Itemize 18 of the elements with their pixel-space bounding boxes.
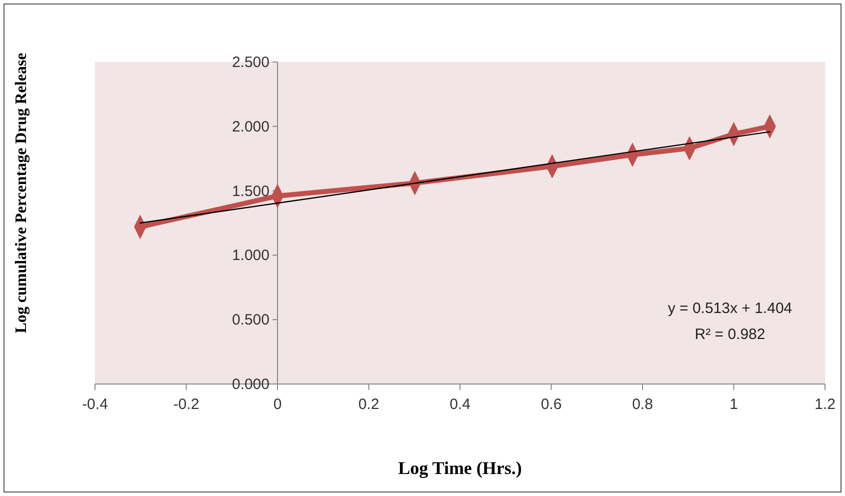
- x-tick-label: 1: [730, 396, 738, 413]
- x-tick-label: -0.2: [173, 396, 200, 413]
- x-tick-label: 1.2: [814, 396, 836, 413]
- y-tick-label: 2.000: [232, 118, 270, 136]
- y-tick-label: 1.500: [232, 182, 270, 200]
- y-tick-label: 1.000: [232, 247, 270, 264]
- x-tick-label: 0.2: [358, 396, 380, 413]
- x-tick-label: 0.8: [632, 396, 653, 413]
- x-tick-label: 0.4: [450, 396, 470, 413]
- y-axis-title: Log cumulative Percentage Drug Release: [13, 52, 30, 334]
- x-tick-label: -0.4: [82, 396, 108, 413]
- y-tick-label: 0.500: [232, 312, 270, 329]
- annotation: R² = 0.982: [694, 326, 766, 344]
- annotation: y = 0.513x + 1.404: [668, 300, 792, 318]
- y-tick-label: 2.500: [232, 54, 270, 71]
- x-tick-label: 0.6: [540, 396, 562, 413]
- x-axis-title: Log Time (Hrs.): [398, 458, 522, 478]
- x-tick-label: 0: [273, 396, 282, 413]
